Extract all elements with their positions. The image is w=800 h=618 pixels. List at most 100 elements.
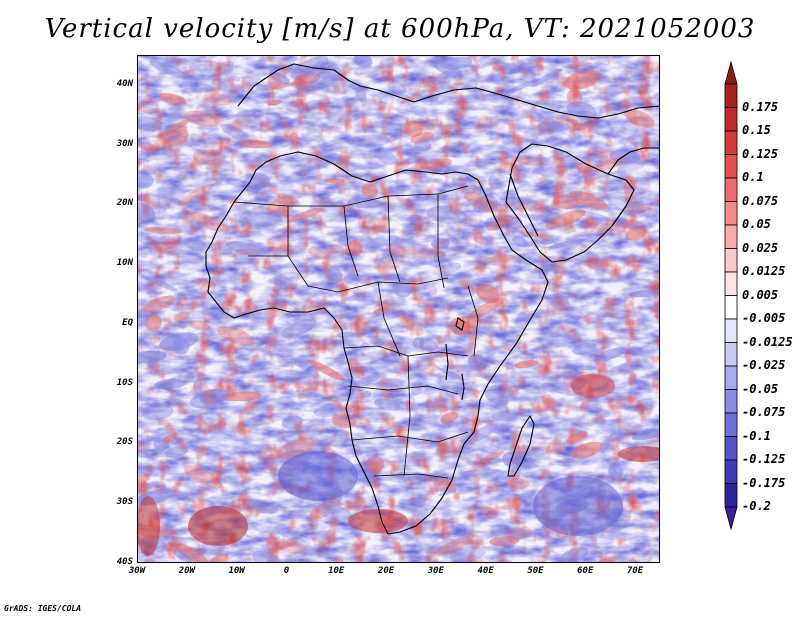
colorbar-swatch xyxy=(724,154,738,179)
descent-patch xyxy=(189,133,203,144)
descent-patch xyxy=(268,71,290,85)
ascent-patch xyxy=(187,320,211,331)
descent-patch xyxy=(502,63,519,75)
colorbar-label: 0.1 xyxy=(742,170,764,184)
ascent-patch xyxy=(267,99,282,106)
colorbar-label: 0.025 xyxy=(742,240,779,255)
ascent-patch xyxy=(298,433,311,441)
ascent-patch xyxy=(361,183,379,198)
lake-tanganyika xyxy=(445,343,449,381)
colorbar-label: 0.0125 xyxy=(742,264,786,278)
descent-patch xyxy=(235,110,252,127)
x-tick-label: 10W xyxy=(228,566,245,576)
colorbar-label: 0.075 xyxy=(742,193,779,208)
colorbar-label: -0.05 xyxy=(742,381,779,396)
ascent-patch xyxy=(189,211,230,233)
descent-patch xyxy=(272,525,298,541)
descent-patch xyxy=(252,550,286,562)
descent-patch xyxy=(309,67,342,90)
ascent-patch xyxy=(237,139,274,149)
descent-patch xyxy=(353,56,373,68)
x-tick-label: 70E xyxy=(626,566,644,576)
ascent-patch xyxy=(385,244,408,257)
descent-patch xyxy=(138,171,154,189)
madagascar-coastline xyxy=(507,415,535,477)
descent-patch xyxy=(548,293,570,311)
descent-patch xyxy=(449,546,486,562)
colorbar-swatch xyxy=(724,177,738,202)
descent-patch xyxy=(462,423,498,445)
strong-feature xyxy=(138,496,160,556)
ascent-patch xyxy=(571,441,603,459)
descent-patch xyxy=(355,87,367,103)
descent-patch xyxy=(361,390,372,398)
descent-patch xyxy=(412,337,425,349)
y-tick-label: 30N xyxy=(116,138,133,149)
descent-patch xyxy=(599,438,611,453)
ascent-patch xyxy=(176,183,215,206)
descent-patch xyxy=(326,265,343,284)
y-tick-label: 10N xyxy=(116,258,133,269)
descent-patch xyxy=(138,116,164,132)
descent-patch xyxy=(390,471,428,480)
descent-patch xyxy=(538,262,549,280)
descent-patch xyxy=(313,404,345,418)
ascent-patch xyxy=(624,109,655,129)
colorbar-swatch xyxy=(724,295,738,320)
descent-patch xyxy=(243,212,283,226)
ascent-patch xyxy=(603,310,618,319)
colorbar-swatch xyxy=(724,83,738,108)
ascent-patch xyxy=(480,505,497,519)
descent-patch xyxy=(301,153,342,172)
africa-coastline xyxy=(205,151,549,535)
ascent-patch xyxy=(143,295,176,313)
ascent-patch xyxy=(635,204,647,214)
descent-patch xyxy=(173,310,217,319)
descent-patch xyxy=(467,354,488,371)
colorbar-label: -0.025 xyxy=(742,358,786,372)
colorbar-label: -0.125 xyxy=(742,452,786,466)
descent-patch xyxy=(414,139,432,152)
ascent-patch xyxy=(157,118,191,139)
descent-patch xyxy=(241,173,270,193)
descent-patch xyxy=(281,318,317,339)
descent-patch xyxy=(512,236,529,248)
colorbar-label: -0.2 xyxy=(742,499,771,513)
ascent-patch xyxy=(372,308,385,314)
ascent-patch xyxy=(348,239,363,257)
descent-patch xyxy=(147,357,157,369)
descent-patch xyxy=(223,60,234,75)
x-tick-label: 20E xyxy=(377,566,395,576)
descent-patch xyxy=(316,504,353,521)
ascent-patch xyxy=(404,120,424,137)
ascent-patch xyxy=(478,450,505,464)
descent-patch xyxy=(431,237,450,249)
y-tick-label: EQ xyxy=(122,317,133,328)
colorbar-swatch xyxy=(724,342,738,367)
colorbar-swatch xyxy=(724,130,738,155)
colorbar-label: -0.175 xyxy=(742,475,786,490)
descent-patch xyxy=(608,362,629,372)
y-tick-label: 30S xyxy=(116,497,133,508)
descent-patch xyxy=(153,378,187,390)
ascent-patch xyxy=(174,311,190,322)
ascent-patch xyxy=(158,93,187,105)
y-tick-label: 40S xyxy=(116,557,133,567)
field-patches xyxy=(138,56,659,562)
ascent-patch xyxy=(482,254,516,264)
descent-patch xyxy=(199,391,210,404)
descent-patch xyxy=(497,534,529,544)
descent-patch xyxy=(515,311,530,330)
colorbar-top-arrow xyxy=(724,60,738,85)
descent-patch xyxy=(505,198,538,204)
ascent-patch xyxy=(420,158,452,171)
descent-patch xyxy=(631,429,659,441)
map-canvas xyxy=(138,56,659,562)
descent-patch xyxy=(459,390,476,400)
colorbar-label: -0.075 xyxy=(742,405,786,419)
descent-patch xyxy=(488,175,500,190)
ascent-patch xyxy=(184,110,220,127)
ascent-patch xyxy=(566,431,588,444)
arabia-coastline xyxy=(505,143,635,263)
descent-patch xyxy=(572,342,597,355)
